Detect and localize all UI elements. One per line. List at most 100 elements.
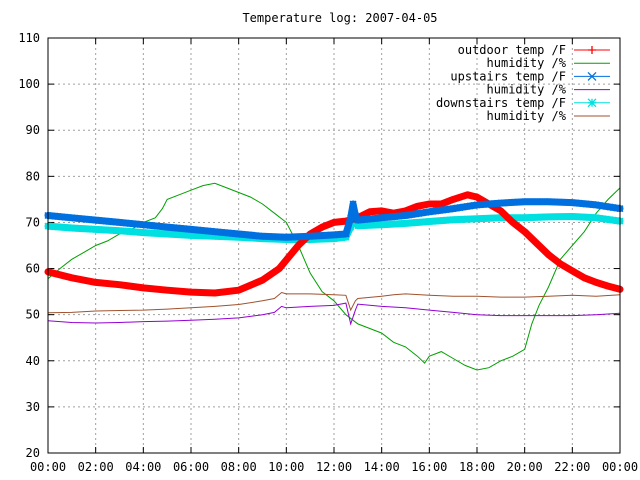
data-point [256,278,263,285]
data-point [557,260,564,267]
data-point [190,231,198,240]
data-point [602,215,610,223]
data-point [163,230,171,238]
data-point [517,214,525,222]
data-point [569,267,576,274]
data-point [122,227,130,235]
data-point [463,215,471,223]
data-point [453,195,460,202]
data-point [467,192,474,199]
data-point [597,280,604,287]
data-point [470,193,477,200]
data-point [561,263,568,270]
data-point [78,225,86,233]
data-point [541,247,548,254]
data-point [146,229,154,237]
data-point [593,279,600,286]
data-point [102,226,110,234]
data-point [510,214,518,222]
data-point [446,197,453,204]
data-point [327,220,334,227]
data-point [501,211,508,218]
data-point [497,207,504,214]
data-point [587,71,597,81]
data-point [92,225,100,233]
data-point [483,214,491,222]
data-point [194,232,202,240]
data-point [252,279,259,286]
y-tick-label: 100 [18,77,40,91]
data-point [438,201,445,207]
legend-label: upstairs temp /F [450,69,566,83]
data-point [54,223,62,231]
data-point [525,232,532,239]
data-point [558,213,566,221]
x-tick-label: 18:00 [459,460,495,474]
data-point [347,214,355,222]
series-1 [47,182,621,371]
data-point [549,254,556,261]
data-point [589,277,596,284]
data-point [269,270,276,277]
data-point [497,214,505,222]
y-tick-label: 80 [26,169,40,183]
data-point [197,232,205,240]
y-tick-label: 40 [26,354,40,368]
data-point [319,224,326,231]
data-point [388,220,396,228]
data-point [381,221,389,229]
data-point [245,282,252,289]
data-point [58,223,66,231]
x-tick-label: 14:00 [364,460,400,474]
data-point [153,229,161,237]
data-point [575,213,583,221]
data-point [568,212,576,220]
data-point [524,214,532,222]
data-point [187,231,195,239]
data-point [509,219,516,226]
x-tick-label: 06:00 [173,460,209,474]
data-point [367,221,375,229]
data-point [582,213,590,221]
data-point [585,213,593,221]
data-point [58,272,65,279]
data-point [555,213,563,221]
data-point [361,221,369,229]
data-point [398,220,406,228]
data-point [71,224,79,232]
data-point [323,235,331,243]
data-point [354,222,362,230]
data-point [129,228,137,236]
data-point [51,223,59,231]
data-point [565,265,572,272]
data-point [601,281,608,288]
data-point [514,214,522,222]
data-point [201,232,209,240]
plot-border [47,37,621,454]
data-point [115,227,124,235]
data-point [150,229,158,237]
data-point [112,227,120,235]
data-point [249,281,256,288]
data-point [160,230,168,238]
data-point [533,240,540,247]
data-point [262,274,269,281]
data-point [459,215,467,223]
data-point [517,225,524,232]
data-point [61,223,69,231]
data-point [422,201,429,208]
series-layer [44,182,624,371]
data-point [395,220,403,228]
data-point [537,244,544,251]
data-point [391,220,399,228]
legend-label: downstairs temp /F [436,96,566,110]
data-point [266,272,273,279]
data-point [235,287,242,294]
data-point [453,216,461,224]
data-point [446,216,454,224]
data-point [207,232,215,240]
data-point [412,219,420,227]
data-point [425,217,433,226]
y-tick-label: 90 [26,123,40,137]
